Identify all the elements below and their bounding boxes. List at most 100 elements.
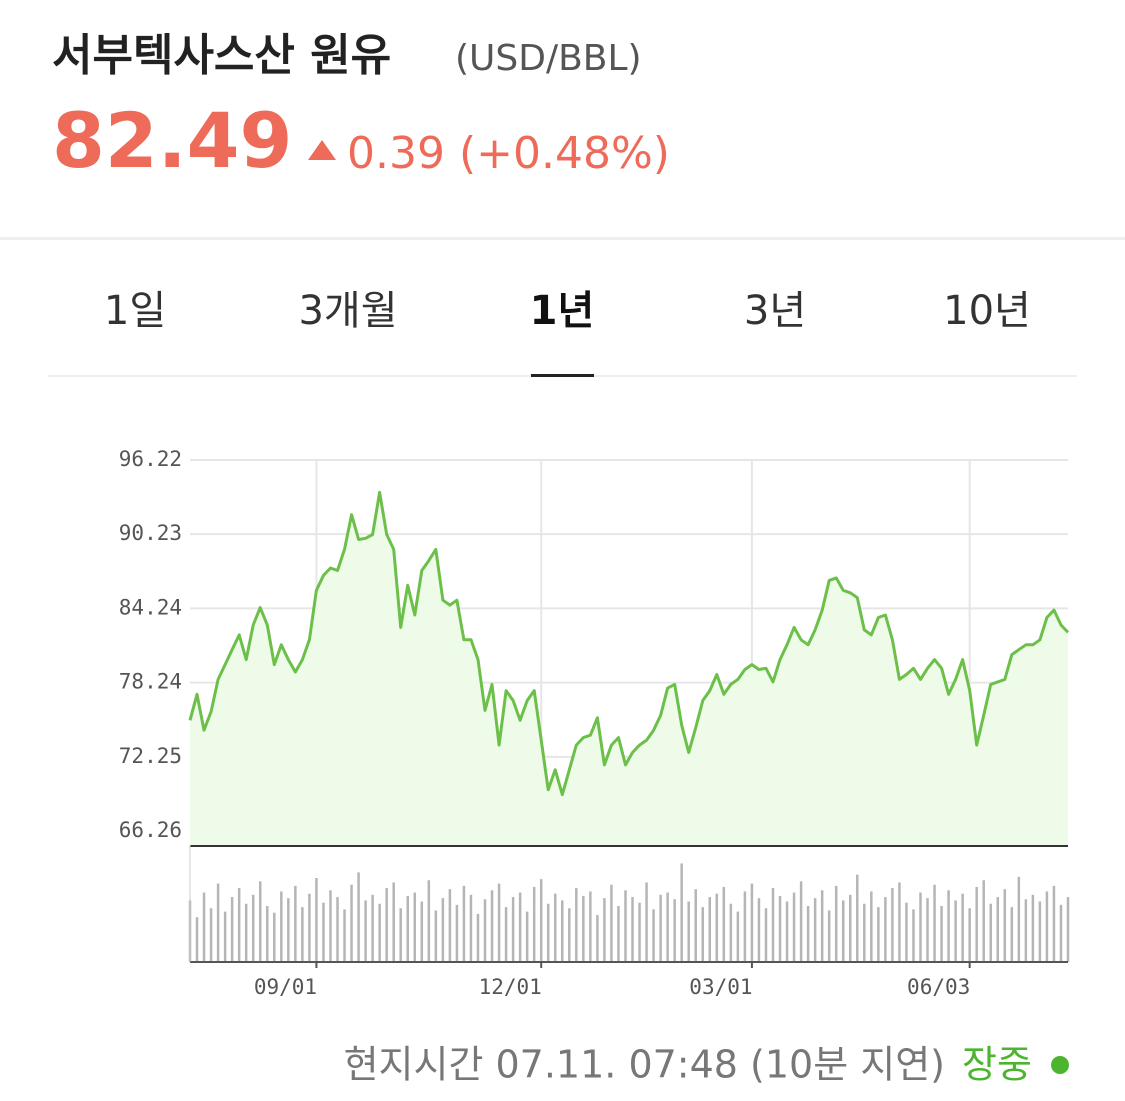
y-tick-label: 66.26: [119, 818, 182, 842]
tab[interactable]: 3개월: [298, 288, 397, 334]
volume-bar: [280, 891, 283, 962]
volume-bar: [792, 892, 796, 962]
volume-bar: [483, 899, 487, 962]
volume-bar: [645, 882, 648, 962]
volume-bar: [575, 888, 578, 962]
volume-bar: [448, 889, 452, 962]
volume-bar: [455, 904, 459, 962]
change-percent: (+0.48%): [459, 128, 670, 179]
volume-bar: [237, 888, 241, 962]
volume-bar: [877, 907, 880, 962]
volume-bar: [863, 903, 866, 962]
volume-bar: [462, 885, 466, 962]
volume-bar: [652, 909, 655, 962]
volume-bar: [497, 883, 501, 962]
volume-bar: [757, 898, 761, 962]
volume-bar: [603, 898, 606, 962]
volume-bar: [968, 908, 971, 962]
volume-bar: [301, 907, 304, 962]
volume-bar: [589, 891, 592, 962]
volume-bar: [680, 863, 683, 962]
volume-bar: [357, 872, 360, 962]
tabs: 1일 3개월 1년 3년 10년: [104, 288, 1031, 377]
volume-bar: [799, 881, 803, 962]
volume-bar: [230, 897, 234, 962]
volume-bar: [1031, 894, 1035, 962]
volume-bar: [827, 910, 831, 962]
volume-bar: [216, 883, 220, 962]
volume-bar: [399, 908, 402, 962]
status: 장중: [962, 1043, 1032, 1087]
y-tick-label: 72.25: [119, 744, 182, 768]
price: 82.49: [52, 96, 292, 185]
tab[interactable]: 1일: [104, 288, 166, 334]
title: 서부텍사스산 원유: [52, 30, 391, 81]
volume-bar: [364, 900, 367, 962]
volume-bar: [308, 893, 311, 962]
volume-bar: [223, 911, 227, 962]
volume-bar: [715, 893, 719, 962]
volume-bar: [561, 900, 564, 962]
volume-bar: [905, 902, 908, 962]
y-tick-label: 90.23: [119, 521, 182, 545]
volume-bar: [406, 895, 409, 962]
volume-bar: [209, 908, 213, 962]
volume-bar: [490, 890, 494, 962]
volume-bar: [336, 897, 339, 962]
volume-bar: [546, 903, 550, 962]
tab[interactable]: 10년: [943, 288, 1031, 334]
volume-bar: [982, 880, 985, 962]
volume-bar: [251, 894, 255, 962]
y-tick-label: 96.22: [119, 447, 182, 471]
tab[interactable]: 3년: [744, 288, 806, 334]
volume-bar: [736, 911, 740, 962]
volume-bar: [638, 902, 641, 962]
volume-bar: [420, 901, 424, 962]
volume-bar: [954, 900, 957, 962]
volume-bar: [743, 891, 747, 962]
up-arrow: [308, 140, 336, 160]
volume-bar: [884, 897, 887, 962]
volume-bar: [469, 894, 473, 962]
volume-bar: [687, 901, 690, 962]
volume-bar: [666, 892, 669, 962]
volume-bar: [322, 902, 325, 962]
unit: (USD/BBL): [455, 38, 642, 79]
volume-bar: [476, 913, 480, 962]
change: 0.39 (+0.48%): [347, 128, 670, 179]
volume-bar: [912, 909, 915, 962]
volume-bar: [378, 903, 381, 962]
volume-bar: [919, 892, 922, 962]
volume-bar: [329, 890, 332, 962]
price-line: [188, 490, 1070, 797]
volume-bar: [294, 885, 297, 962]
footer-time: 현지시간 07.11. 07:48 (10분 지연): [344, 1043, 945, 1087]
volume-bar: [392, 882, 395, 962]
volume-bar: [624, 890, 627, 962]
volume-bar: [806, 906, 810, 962]
volume-bar: [933, 884, 936, 962]
volume-bar: [708, 897, 712, 962]
volume-bar: [1017, 876, 1021, 962]
volume-bar: [273, 912, 276, 962]
volume-bar: [820, 890, 824, 962]
volume-bar: [834, 885, 838, 962]
volume-bar: [427, 880, 431, 962]
volume-bar: [856, 874, 859, 962]
y-tick-label: 78.24: [119, 670, 182, 694]
chart: 66.26 72.25 78.24 84.24 90.23 96.22 09/01 12/01…: [119, 447, 1070, 999]
volume-bar: [750, 883, 754, 962]
volume-bar: [287, 898, 290, 962]
volume-bar: [371, 894, 374, 962]
volume-bar: [870, 891, 873, 962]
tab[interactable]: 1년: [530, 288, 595, 334]
volume-bar: [202, 892, 206, 962]
volume-bar: [434, 910, 438, 962]
volume-bar: [266, 906, 269, 962]
y-tick-label: 84.24: [119, 595, 182, 619]
volume-bar: [891, 888, 894, 962]
volume-bar: [532, 886, 536, 962]
volume-bar: [413, 892, 417, 962]
volume-bar: [525, 911, 529, 962]
volume-bar: [975, 886, 978, 962]
